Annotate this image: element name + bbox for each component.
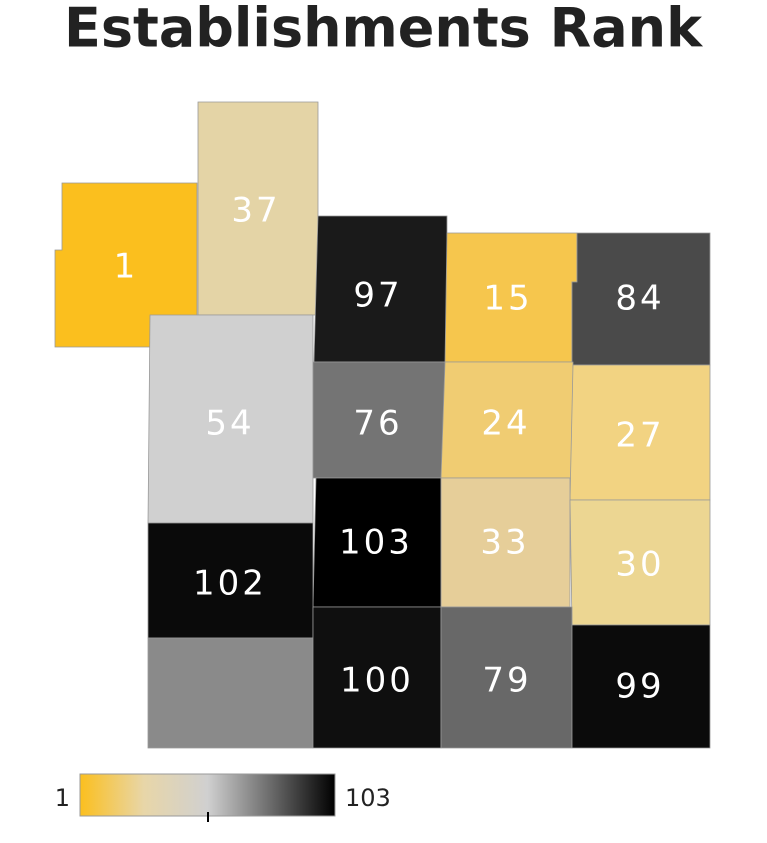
region-label: 103 [339, 523, 413, 563]
region-label: 33 [480, 523, 529, 563]
region-label: 76 [353, 404, 402, 444]
region-label: 97 [353, 276, 402, 316]
map-title: Establishments Rank [64, 0, 703, 60]
region-label: 37 [231, 191, 280, 231]
region-label: 79 [482, 661, 531, 701]
region-label: 30 [615, 545, 664, 585]
region [54, 182, 198, 348]
region-label: 84 [615, 279, 664, 319]
region [147, 637, 314, 749]
region-label: 24 [481, 404, 530, 444]
region-label: 54 [205, 404, 254, 444]
region-label: 1 [114, 247, 139, 287]
legend-max: 103 [345, 784, 391, 812]
region-label: 99 [615, 667, 664, 707]
legend-min: 1 [55, 784, 70, 812]
region-label: 100 [340, 661, 414, 701]
region-label: 102 [193, 564, 267, 604]
region-label: 27 [615, 416, 664, 456]
region-label: 15 [483, 279, 532, 319]
region [571, 624, 711, 749]
legend-bar [79, 773, 336, 817]
